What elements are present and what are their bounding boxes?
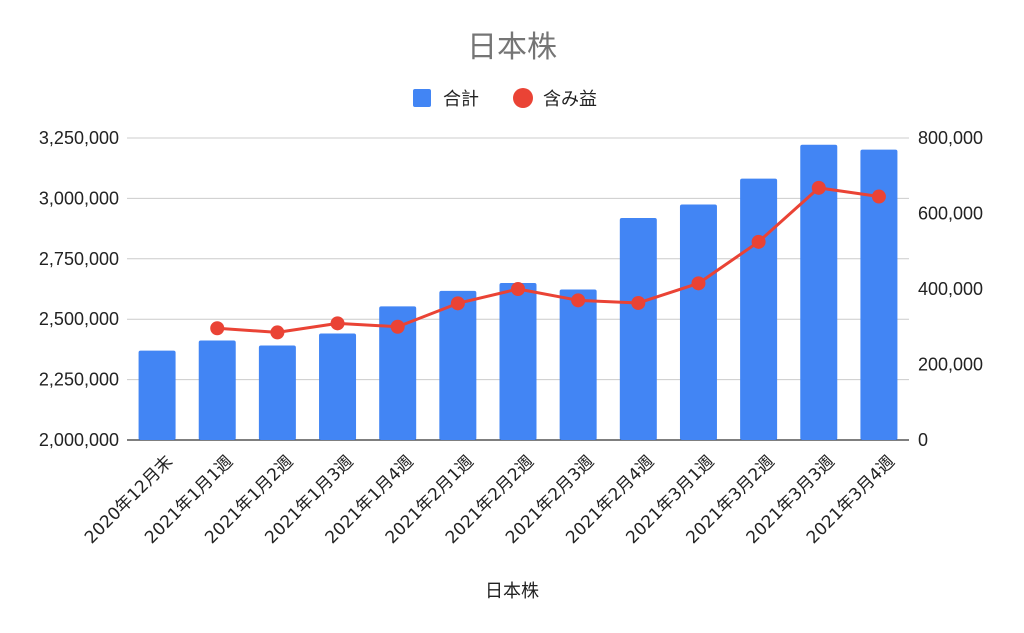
bar — [499, 282, 537, 440]
line-point — [450, 296, 465, 311]
y-tick-label-right: 200,000 — [918, 355, 983, 375]
bar — [559, 289, 597, 440]
bar-series — [138, 144, 898, 440]
bar — [319, 333, 357, 440]
line-point — [631, 295, 646, 310]
x-axis-title: 日本株 — [485, 581, 539, 602]
y-tick-label-left: 2,500,000 — [39, 309, 119, 329]
y-tick-label-left: 2,750,000 — [39, 249, 119, 269]
bar — [740, 178, 778, 440]
legend-swatch-bar — [413, 89, 431, 107]
y-tick-label-right: 600,000 — [918, 204, 983, 224]
line-point — [571, 293, 586, 308]
legend-swatch-line — [513, 88, 533, 108]
bar — [860, 149, 898, 440]
bar — [198, 340, 236, 440]
line-path — [217, 186, 880, 334]
line-point — [871, 189, 886, 204]
bar — [800, 144, 838, 440]
x-axis: 2020年12月末2021年1月1週2021年1月2週2021年1月3週2021… — [81, 452, 899, 548]
line-point — [811, 180, 826, 195]
legend-label-bar: 合計 — [443, 89, 479, 110]
legend-label-line: 含み益 — [543, 89, 597, 110]
legend: 合計 含み益 — [413, 88, 597, 110]
line-point — [390, 319, 405, 334]
line-point — [511, 282, 525, 296]
chart-title: 日本株 — [467, 30, 557, 65]
line-point — [751, 234, 766, 249]
y-axis-left: 2,000,000 2,250,000 2,500,000 2,750,000 3,00… — [39, 128, 119, 450]
y-tick-label-right: 800,000 — [918, 128, 983, 148]
line-point — [270, 325, 285, 340]
y-axis-right: 0 200,000 400,000 600,000 800,000 — [918, 128, 983, 450]
line-point — [330, 316, 345, 331]
bar — [379, 306, 417, 440]
line-series — [210, 180, 886, 340]
line-point — [691, 276, 706, 291]
bar — [619, 217, 657, 440]
y-tick-label-left: 2,250,000 — [39, 370, 119, 390]
y-tick-label-left: 3,000,000 — [39, 188, 119, 208]
y-tick-label-right: 400,000 — [918, 279, 983, 299]
bar — [439, 290, 477, 440]
bar — [138, 350, 176, 440]
bar — [679, 204, 717, 440]
line-point — [210, 321, 225, 336]
y-tick-label-right: 0 — [918, 430, 928, 450]
y-tick-label-left: 2,000,000 — [39, 430, 119, 450]
bar — [258, 345, 296, 440]
y-tick-label-left: 3,250,000 — [39, 128, 119, 148]
